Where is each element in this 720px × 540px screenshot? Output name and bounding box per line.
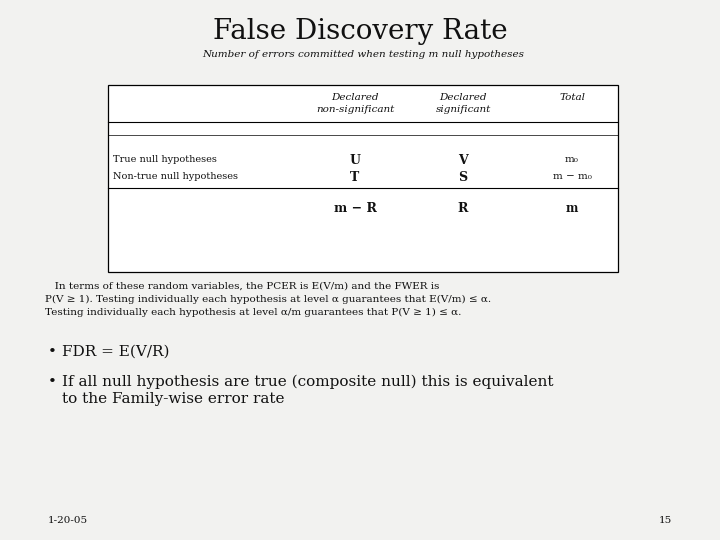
Text: m − R: m − R — [333, 202, 377, 215]
Text: V: V — [458, 154, 468, 167]
Text: m − m₀: m − m₀ — [552, 172, 591, 181]
Text: Declared: Declared — [331, 93, 379, 102]
Text: Declared: Declared — [439, 93, 487, 102]
Text: P(V ≥ 1). Testing individually each hypothesis at level α guarantees that E(V/m): P(V ≥ 1). Testing individually each hypo… — [45, 295, 491, 304]
Text: Testing individually each hypothesis at level α/m guarantees that P(V ≥ 1) ≤ α.: Testing individually each hypothesis at … — [45, 308, 462, 317]
Text: 1-20-05: 1-20-05 — [48, 516, 88, 525]
Text: •: • — [48, 345, 57, 359]
Text: Non-true null hypotheses: Non-true null hypotheses — [113, 172, 238, 181]
Text: significant: significant — [436, 105, 490, 114]
Text: Number of errors committed when testing m null hypotheses: Number of errors committed when testing … — [202, 50, 524, 59]
Text: False Discovery Rate: False Discovery Rate — [212, 18, 508, 45]
Text: non-significant: non-significant — [316, 105, 394, 114]
Text: If all null hypothesis are true (composite null) this is equivalent: If all null hypothesis are true (composi… — [62, 375, 554, 389]
Text: S: S — [459, 171, 467, 184]
Text: FDR = E(V/R): FDR = E(V/R) — [62, 345, 169, 359]
Text: to the Family-wise error rate: to the Family-wise error rate — [62, 392, 284, 406]
Text: True null hypotheses: True null hypotheses — [113, 155, 217, 164]
Text: •: • — [48, 375, 57, 389]
Bar — [108, 85, 618, 272]
Text: Total: Total — [559, 93, 585, 102]
Text: In terms of these random variables, the PCER is E(V/m) and the FWER is: In terms of these random variables, the … — [45, 282, 439, 291]
Text: m: m — [566, 202, 578, 215]
Text: T: T — [351, 171, 359, 184]
Text: R: R — [458, 202, 468, 215]
Text: U: U — [349, 154, 361, 167]
Text: 15: 15 — [659, 516, 672, 525]
Text: m₀: m₀ — [565, 155, 579, 164]
